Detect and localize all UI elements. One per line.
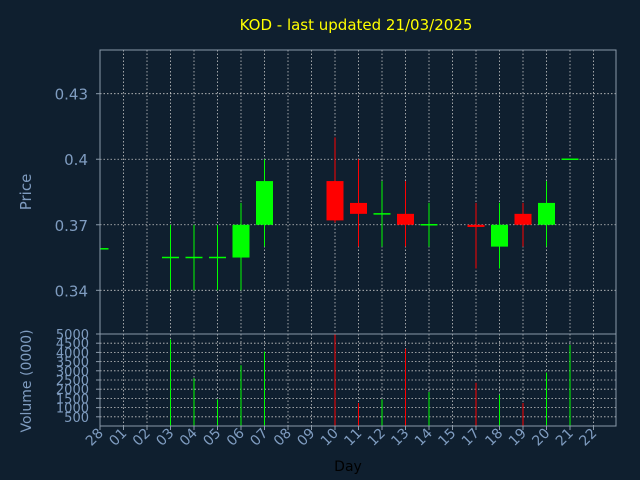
volume-y-tick-label: 4000: [56, 346, 89, 361]
day-x-axis-label: Day: [334, 459, 362, 475]
candle-body: [467, 224, 485, 227]
price-panel: 0.34 0.37 0.4 0.43 Price: [17, 49, 617, 335]
price-y-ticks: 0.34 0.37 0.4 0.43: [55, 86, 100, 300]
candle-body: [350, 202, 367, 214]
price-y-tick-label: 0.43: [55, 86, 88, 104]
price-y-tick-label: 0.4: [64, 151, 88, 169]
candle-body: [326, 181, 344, 221]
volume-bars: [170, 334, 571, 426]
volume-y-tick-label: 1500: [56, 392, 89, 407]
volume-y-tick-label: 4500: [56, 337, 89, 352]
volume-y-tick-label: 500: [64, 411, 89, 426]
volume-y-tick-label: 1000: [56, 402, 89, 417]
price-candles: [100, 137, 579, 291]
candle-body: [397, 213, 414, 225]
candle-body: [232, 224, 250, 258]
volume-y-axis-label: Volume (0000): [19, 329, 35, 432]
candle-body: [256, 181, 273, 225]
price-y-tick-label: 0.37: [55, 217, 88, 235]
candle-body: [514, 213, 532, 225]
volume-y-tick-label: 3500: [56, 356, 89, 371]
candle-body: [491, 224, 508, 247]
candle-body: [538, 202, 555, 225]
price-y-tick-label: 0.34: [55, 282, 88, 300]
volume-y-tick-label: 5000: [56, 328, 89, 343]
volume-y-tick-label: 3000: [56, 365, 89, 380]
chart-title: KOD - last updated 21/03/2025: [240, 16, 473, 34]
volume-panel: 500100015002000250030003500400045005000 …: [19, 328, 617, 433]
volume-y-tick-label: 2500: [56, 374, 89, 389]
volume-y-tick-label: 2000: [56, 383, 89, 398]
price-y-axis-label: Price: [17, 174, 35, 211]
